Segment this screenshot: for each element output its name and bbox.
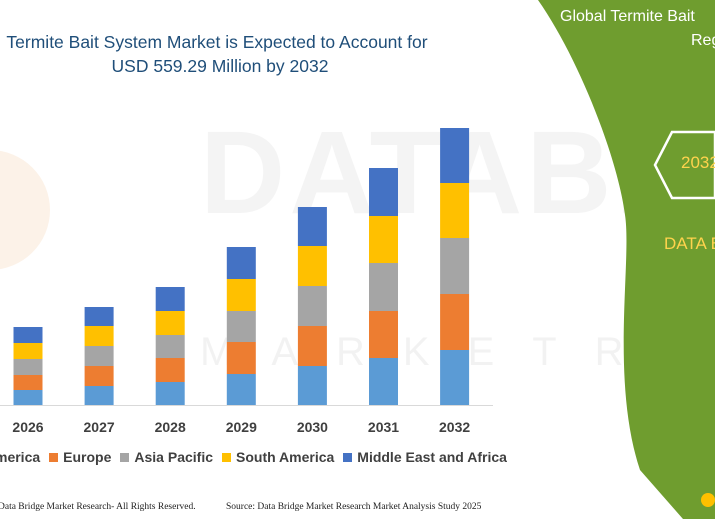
bar-segment-2026-4: [13, 343, 43, 359]
bar-segment-2030-5: [297, 207, 327, 246]
bar-segment-2032-1: [440, 350, 470, 405]
chart-legend: merica Europe Asia Pacific South America Mid…: [0, 449, 516, 465]
bar-segment-2028-3: [155, 335, 185, 358]
bar-segment-2032-5: [440, 128, 470, 183]
bar-segment-2026-2: [13, 375, 43, 390]
chart-title-line-1: Termite Bait System Market is Expected t…: [6, 32, 428, 52]
legend-item-3: Asia Pacific: [120, 449, 213, 465]
bar-segment-2029-3: [226, 311, 256, 342]
legend-item-5: Middle East and Africa: [343, 449, 507, 465]
legend-label: Asia Pacific: [134, 449, 213, 465]
x-tick-label-2030: 2030: [297, 419, 328, 435]
bar-segment-2028-4: [155, 311, 185, 335]
bar-segment-2028-2: [155, 358, 185, 382]
legend-item-2: Europe: [49, 449, 111, 465]
x-tick-label-2032: 2032: [439, 419, 470, 435]
bar-segment-2030-2: [297, 326, 327, 366]
bar-segment-2032-3: [440, 238, 470, 294]
side-panel-background: [538, 0, 715, 519]
x-tick-labels: 2026 2027 2028 2029 2030 2031 2032: [12, 419, 470, 435]
bar-segment-2026-5: [13, 327, 43, 343]
x-tick-label-2026: 2026: [12, 419, 43, 435]
bar-segment-2027-2: [84, 366, 114, 386]
chart-title: Termite Bait System Market is Expected t…: [0, 30, 440, 78]
legend-swatch: [343, 452, 353, 462]
bar-segment-2029-5: [226, 247, 256, 279]
bar-segment-2027-4: [84, 326, 114, 346]
x-tick-label-2031: 2031: [368, 419, 399, 435]
bar-segment-2026-3: [13, 359, 43, 375]
bar-segment-2027-3: [84, 346, 114, 366]
bar-segment-2030-1: [297, 366, 327, 405]
bar-segment-2031-5: [369, 168, 398, 216]
bar-segment-2027-5: [84, 307, 114, 326]
side-panel-title-line-1: Global Termite Bait: [560, 8, 695, 25]
year-badge: 2032: [681, 153, 715, 172]
side-panel-title: Global Termite Bait Reg: [560, 5, 715, 53]
bar-segment-2031-2: [369, 311, 398, 358]
legend-label: South America: [236, 449, 335, 465]
legend-label: Europe: [63, 449, 112, 465]
bar-segment-2031-4: [369, 216, 398, 263]
side-panel-brand: DATA B: [664, 234, 715, 253]
x-tick-label-2028: 2028: [155, 419, 186, 435]
bar-segment-2029-2: [226, 342, 256, 374]
bar-segment-2026-1: [13, 390, 43, 405]
bar-segment-2028-1: [155, 382, 185, 405]
side-panel-title-line-2: Reg: [691, 32, 715, 49]
x-tick-label-2027: 2027: [84, 419, 115, 435]
bar-segment-2027-1: [84, 386, 114, 405]
legend-swatch: [120, 452, 130, 462]
bar-segment-2030-4: [297, 246, 327, 286]
bar-segment-2031-3: [369, 263, 398, 311]
year-badge-outline: [653, 130, 715, 200]
footer-copyright: Data Bridge Market Research- All Rights …: [0, 502, 196, 512]
bar-segment-2031-1: [369, 358, 398, 405]
legend-swatch: [222, 452, 231, 462]
legend-label: merica: [0, 449, 41, 465]
panel-logo-mark: [701, 493, 715, 507]
legend-label: Middle East and Africa: [357, 449, 507, 465]
bar-segment-2030-3: [297, 286, 327, 326]
legend-item-1: merica: [0, 449, 40, 465]
x-tick-label-2029: 2029: [226, 419, 257, 435]
bar-segment-2032-4: [440, 183, 470, 238]
bar-segment-2029-4: [226, 279, 256, 311]
chart-title-line-2: USD 559.29 Million by 2032: [111, 56, 329, 76]
legend-item-4: South America: [222, 449, 334, 465]
footer-source: Source: Data Bridge Market Research Mark…: [226, 502, 482, 512]
legend-swatch: [49, 452, 59, 462]
bar-segment-2028-5: [155, 287, 185, 311]
bar-segment-2032-2: [440, 294, 470, 350]
bars-layer: [13, 128, 470, 405]
bar-segment-2029-1: [226, 374, 256, 405]
